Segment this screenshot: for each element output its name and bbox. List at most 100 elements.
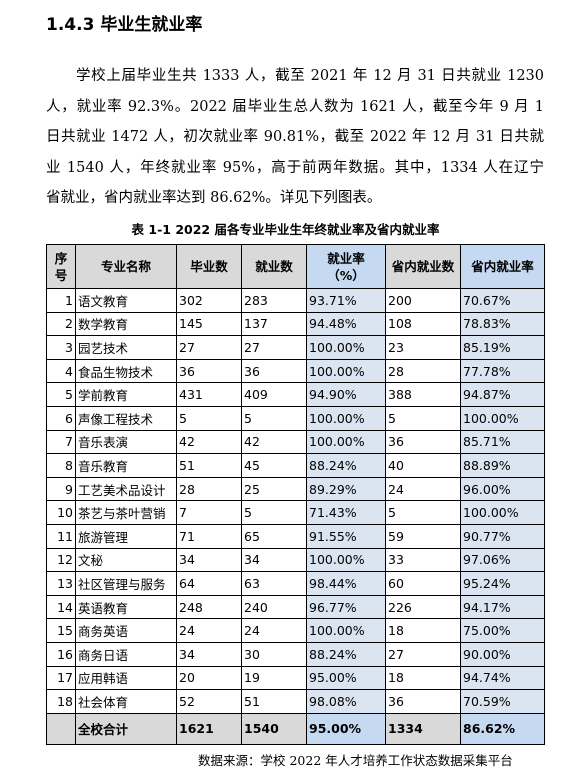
table-cell: 食品生物技术 <box>75 358 177 384</box>
table-cell: 52 <box>176 689 242 714</box>
table-cell: 6 <box>46 405 76 431</box>
table-cell: 70.59% <box>460 689 545 714</box>
table-row: 15 商务英语 24 24 100.00% 18 75.00% <box>46 618 545 643</box>
table-cell: 137 <box>241 311 307 337</box>
table-cell: 工艺美术品设计 <box>75 476 177 502</box>
table-cell: 98.08% <box>306 689 386 714</box>
paragraph-line: 省就业，省内就业率达到 86.62%。详见下列图表。 <box>46 190 382 206</box>
table-cell: 音乐表演 <box>75 429 177 455</box>
table-cell: 全校合计 <box>75 712 177 745</box>
total-row: 全校合计 1621 1540 95.00% 1334 86.62% <box>46 712 545 745</box>
table-cell: 数学教育 <box>75 311 177 337</box>
table-cell: 94.74% <box>460 665 545 691</box>
table-cell: 17 <box>46 665 76 691</box>
table-cell: 27 <box>241 335 307 360</box>
table-cell: 65 <box>241 523 307 549</box>
paragraph-line: 业 1540 人，年终就业率 95%，高于前两年数据。其中，1334 人在辽宁 <box>46 159 544 176</box>
table-cell: 16 <box>46 641 76 667</box>
table-cell: 100.00% <box>460 500 545 525</box>
table-cell: 33 <box>385 547 461 573</box>
table-cell: 11 <box>46 523 76 549</box>
column-header: 专业名称 <box>75 244 177 289</box>
table-cell: 10 <box>46 500 76 525</box>
table-cell: 文秘 <box>75 547 177 573</box>
source-note: 数据来源：学校 2022 年人才培养工作状态数据采集平台 <box>198 753 513 768</box>
table-cell: 23 <box>385 335 461 360</box>
table-cell: 36 <box>176 358 242 384</box>
table-row: 17 应用韩语 20 19 95.00% 18 94.74% <box>46 665 545 691</box>
table-cell: 94.17% <box>460 594 545 620</box>
table-cell: 59 <box>385 523 461 549</box>
table-cell: 95.24% <box>460 571 545 596</box>
table-row: 18 社会体育 52 51 98.08% 36 70.59% <box>46 689 545 714</box>
table-row: 9 工艺美术品设计 28 25 89.29% 24 96.00% <box>46 476 545 502</box>
table-cell: 应用韩语 <box>75 665 177 691</box>
table-cell: 18 <box>46 689 76 714</box>
table-cell: 5 <box>385 405 461 431</box>
table-cell: 51 <box>241 689 307 714</box>
table-cell <box>46 712 76 745</box>
table-cell: 28 <box>385 358 461 384</box>
table-cell: 24 <box>241 618 307 643</box>
table-cell: 40 <box>385 453 461 478</box>
table-cell: 声像工程技术 <box>75 405 177 431</box>
table-cell: 旅游管理 <box>75 523 177 549</box>
table-cell: 42 <box>176 429 242 455</box>
table-cell: 200 <box>385 288 461 313</box>
table-cell: 60 <box>385 571 461 596</box>
table-cell: 302 <box>176 288 242 313</box>
table-cell: 96.00% <box>460 476 545 502</box>
table-cell: 36 <box>385 689 461 714</box>
table-cell: 12 <box>46 547 76 573</box>
table-cell: 51 <box>176 453 242 478</box>
table-cell: 409 <box>241 382 307 407</box>
table-cell: 145 <box>176 311 242 337</box>
table-cell: 2 <box>46 311 76 337</box>
table-cell: 93.71% <box>306 288 386 313</box>
table-row: 10 茶艺与茶叶营销 7 5 71.43% 5 100.00% <box>46 500 545 525</box>
table-cell: 3 <box>46 335 76 360</box>
paragraph-line: 人，就业率 92.3%。2022 届毕业生总人数为 1621 人，截至今年 9 … <box>46 98 544 115</box>
table-cell: 7 <box>176 500 242 525</box>
table-cell: 社会体育 <box>75 689 177 714</box>
table-cell: 28 <box>176 476 242 502</box>
table-cell: 100.00% <box>306 405 386 431</box>
table-cell: 90.77% <box>460 523 545 549</box>
table-cell: 248 <box>176 594 242 620</box>
table-cell: 音乐教育 <box>75 453 177 478</box>
table-row: 6 声像工程技术 5 5 100.00% 5 100.00% <box>46 405 545 431</box>
paragraph: 学校上届毕业生共 1333 人，截至 2021 年 12 月 31 日共就业 1… <box>46 61 544 214</box>
table-row: 3 园艺技术 27 27 100.00% 23 85.19% <box>46 335 545 360</box>
table-cell: 100.00% <box>306 618 386 643</box>
table-cell: 1334 <box>385 712 461 745</box>
table-cell: 75.00% <box>460 618 545 643</box>
table-cell: 283 <box>241 288 307 313</box>
table-cell: 7 <box>46 429 76 455</box>
table-row: 11 旅游管理 71 65 91.55% 59 90.77% <box>46 523 545 549</box>
table-cell: 8 <box>46 453 76 478</box>
table-row: 14 英语教育 248 240 96.77% 226 94.17% <box>46 594 545 620</box>
table-cell: 90.00% <box>460 641 545 667</box>
table-cell: 431 <box>176 382 242 407</box>
table-cell: 34 <box>176 547 242 573</box>
table-cell: 91.55% <box>306 523 386 549</box>
table-cell: 100.00% <box>306 358 386 384</box>
table-cell: 商务英语 <box>75 618 177 643</box>
table-cell: 45 <box>241 453 307 478</box>
table-cell: 园艺技术 <box>75 335 177 360</box>
table-cell: 27 <box>176 335 242 360</box>
column-header: 序号 <box>46 244 76 289</box>
table-cell: 64 <box>176 571 242 596</box>
column-header: 就业数 <box>241 244 307 289</box>
table-cell: 36 <box>385 429 461 455</box>
table-cell: 85.19% <box>460 335 545 360</box>
table-cell: 9 <box>46 476 76 502</box>
table-cell: 97.06% <box>460 547 545 573</box>
table-cell: 36 <box>241 358 307 384</box>
table-cell: 34 <box>176 641 242 667</box>
table-cell: 1 <box>46 288 76 313</box>
table-caption: 表 1-1 2022 届各专业毕业生年终就业率及省内就业率 <box>131 222 440 237</box>
table-cell: 108 <box>385 311 461 337</box>
table-row: 13 社区管理与服务 64 63 98.44% 60 95.24% <box>46 571 545 596</box>
